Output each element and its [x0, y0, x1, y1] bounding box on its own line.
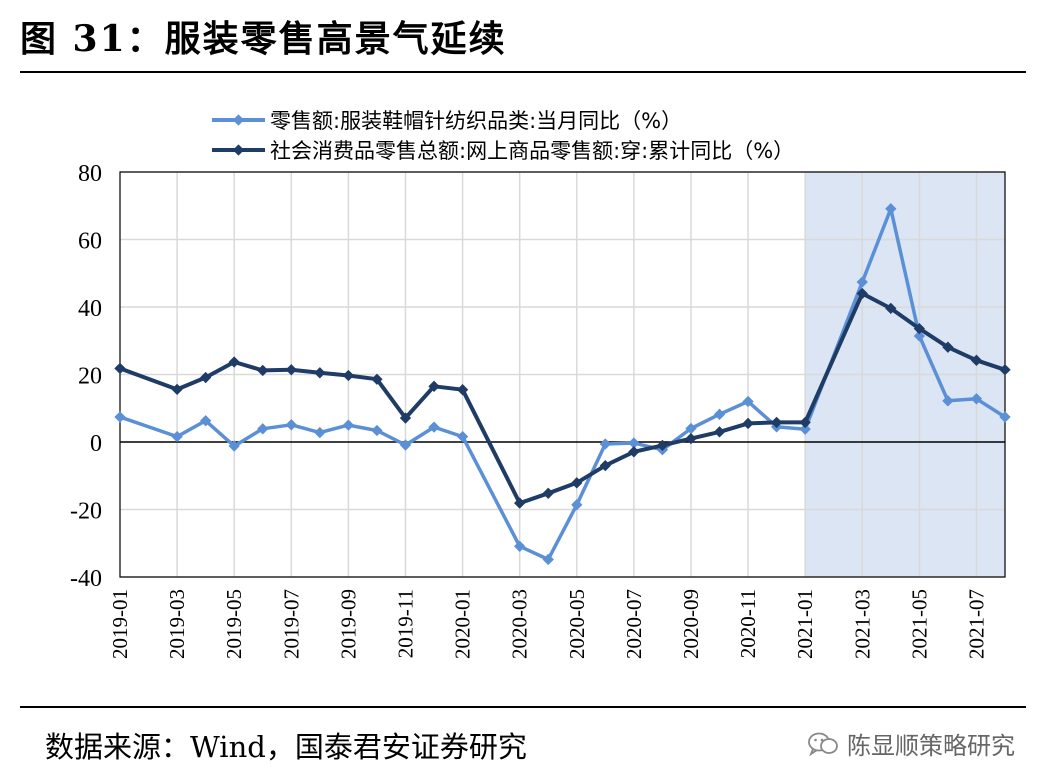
- x-tick-label: 2019-09: [336, 589, 360, 659]
- series-1-marker: [999, 411, 1011, 423]
- x-tick-label: 2020-07: [622, 589, 646, 659]
- series-1-marker: [171, 430, 183, 443]
- x-tick-label: 2021-01: [793, 589, 817, 659]
- series-2-marker: [342, 369, 355, 382]
- series-1-marker: [399, 439, 412, 451]
- series-2-marker: [713, 426, 726, 438]
- series-1-marker: [542, 553, 554, 566]
- x-tick-label: 2019-03: [165, 589, 189, 659]
- y-axis-tick-labels: 80 60 40 20 0 -20 -40: [70, 161, 102, 592]
- x-tick-label: 2019-07: [279, 589, 303, 659]
- series-2-marker: [656, 439, 669, 452]
- chart-title: 图 31：服装零售高景气延续: [20, 18, 507, 60]
- x-tick-label: 2019-01: [108, 589, 132, 659]
- series-1-marker: [628, 437, 640, 449]
- series-1-marker: [685, 422, 697, 435]
- legend-marker-1: [232, 114, 245, 126]
- series-2-marker: [114, 362, 126, 375]
- series-1-marker: [371, 424, 383, 437]
- series-1-marker: [285, 419, 297, 431]
- x-tick-label: 2020-11: [736, 589, 760, 658]
- series-1-marker: [428, 421, 440, 433]
- x-tick-label: 2021-03: [850, 589, 874, 659]
- x-tick-label: 2020-03: [508, 589, 532, 659]
- series-1-marker: [228, 440, 240, 452]
- watermark-text: 陈显顺策略研究: [847, 732, 1015, 760]
- watermark: 陈显顺策略研究: [807, 726, 1015, 761]
- series-1-marker: [257, 423, 269, 435]
- series-2-marker: [314, 367, 326, 379]
- series-1-marker: [970, 393, 983, 405]
- series-1-marker: [199, 415, 212, 427]
- series-2-marker: [742, 417, 754, 430]
- x-tick-label: 2021-07: [964, 589, 988, 659]
- footer-divider: [20, 706, 1026, 708]
- y-tick-label: 60: [78, 229, 102, 255]
- x-tick-label: 2020-01: [451, 589, 475, 659]
- series-2-marker: [228, 356, 240, 368]
- series-2-marker: [171, 383, 183, 396]
- series-2-marker: [913, 322, 926, 335]
- series-2-marker: [199, 371, 212, 384]
- wechat-icon: [808, 732, 838, 756]
- series-1-marker: [342, 419, 355, 431]
- series-2-marker: [770, 416, 783, 429]
- legend-label-1: 零售额:服装鞋帽针纺织品类:当月同比（%）: [270, 109, 682, 133]
- series-2-marker: [456, 384, 469, 396]
- series-2-marker: [799, 416, 811, 429]
- series-1-marker: [913, 330, 926, 342]
- series-1-marker: [799, 423, 811, 435]
- x-tick-label: 2019-11: [393, 589, 417, 658]
- series-2-marker: [942, 341, 954, 353]
- series-1-marker: [456, 430, 469, 443]
- series-1-marker: [856, 276, 868, 288]
- series-2-marker: [999, 364, 1011, 376]
- series-group: [114, 203, 1011, 566]
- series-2-marker: [571, 477, 583, 489]
- series-1-marker: [713, 408, 726, 420]
- series-2-marker: [399, 412, 412, 424]
- legend-label-2: 社会消费品零售总额:网上商品零售额:穿:累计同比（%）: [270, 139, 794, 163]
- series-1-marker: [742, 395, 754, 408]
- series-1-marker: [942, 395, 954, 407]
- x-tick-label: 2021-05: [907, 589, 931, 659]
- title-divider: [20, 71, 1026, 73]
- y-tick-label: -20: [70, 499, 102, 525]
- y-tick-label: 40: [78, 296, 102, 322]
- series-2-marker: [542, 487, 554, 499]
- series-2-marker: [628, 446, 640, 458]
- series-2-marker: [599, 459, 611, 472]
- series-2-marker: [514, 497, 526, 509]
- legend: 零售额:服装鞋帽针纺织品类:当月同比（%） 社会消费品零售总额:网上商品零售额:穿…: [212, 109, 794, 163]
- legend-marker-2: [232, 144, 245, 156]
- x-tick-label: 2019-05: [222, 589, 246, 659]
- series-2-marker: [885, 302, 897, 315]
- x-tick-label: 2020-05: [565, 589, 589, 659]
- series-1-marker: [885, 203, 897, 215]
- series-2-marker: [285, 364, 297, 376]
- y-tick-label: 20: [78, 364, 102, 390]
- source-note: 数据来源：Wind，国泰君安证券研究: [45, 730, 527, 764]
- y-tick-label: 80: [78, 161, 102, 187]
- series-2-marker: [970, 354, 983, 366]
- series-1-marker: [599, 438, 611, 450]
- series-1-marker: [114, 411, 126, 423]
- series-1-marker: [571, 499, 583, 511]
- x-axis-tick-labels: 2019-01 2019-03 2019-05 2019-07 2019-09 2019-…: [108, 589, 988, 659]
- x-tick-label: 2020-09: [679, 589, 703, 659]
- series-2-marker: [257, 364, 269, 377]
- series-2-marker: [371, 373, 383, 385]
- series-2-marker: [856, 287, 868, 300]
- series-2-marker: [685, 432, 697, 445]
- series-1-marker: [514, 540, 526, 552]
- series-1-marker: [314, 426, 326, 439]
- y-tick-label: -40: [70, 566, 102, 592]
- series-2-marker: [428, 380, 440, 392]
- y-tick-label: 0: [90, 431, 102, 457]
